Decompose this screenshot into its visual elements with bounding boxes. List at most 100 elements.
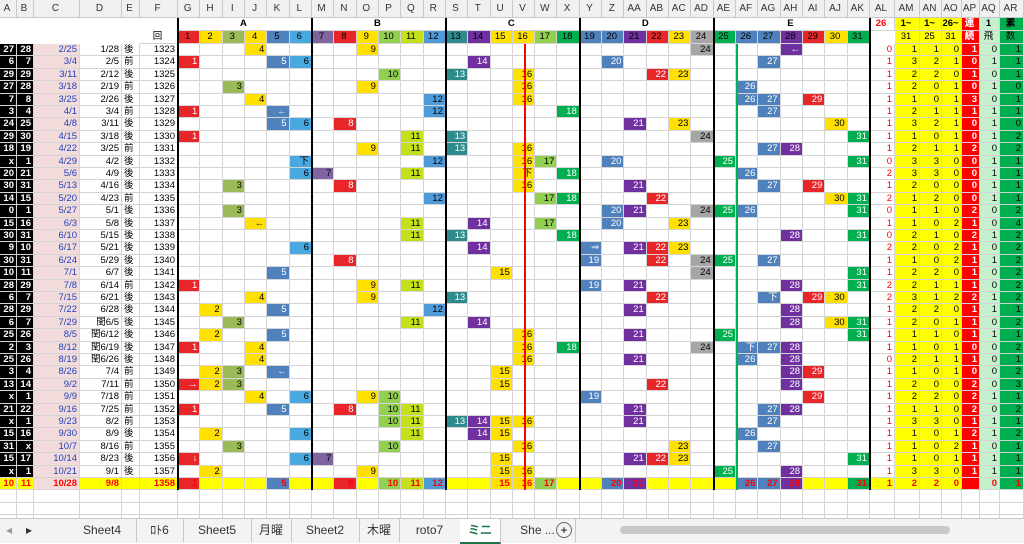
sheet-tab[interactable]: 木曜 — [359, 519, 400, 542]
sheet-grid: A B C D E F G H I J K L M N O P Q R S T U V W X Y Z AA AB AC AD AE AF AG… — [0, 0, 1024, 518]
column-header[interactable]: AE — [713, 0, 737, 18]
column-header[interactable]: Q — [401, 0, 424, 18]
sheet-tab[interactable]: Sheet4 — [68, 519, 137, 542]
column-header[interactable]: AC — [669, 0, 692, 18]
data-cell: 3 — [895, 465, 920, 478]
cell — [624, 366, 647, 379]
cell — [311, 465, 335, 478]
cell — [244, 56, 268, 69]
cell — [646, 93, 670, 106]
cell — [423, 44, 446, 57]
column-header[interactable]: D — [80, 0, 122, 18]
total-row-fill — [200, 478, 223, 491]
column-header[interactable]: F — [140, 0, 178, 18]
cell — [289, 316, 312, 330]
sheet-tab[interactable]: ﾛﾄ6 — [136, 519, 184, 542]
sheet-tab[interactable]: roto7 — [399, 519, 461, 542]
cell — [200, 68, 223, 82]
data-cell: 1 — [980, 428, 1000, 441]
sheet-tab[interactable]: ミニ — [460, 519, 501, 544]
sheet-tab[interactable]: Sheet5 — [183, 519, 252, 542]
column-header[interactable]: V — [512, 0, 536, 18]
column-header[interactable]: M — [311, 0, 335, 18]
tab-scroll-left[interactable]: ◂ — [6, 523, 13, 537]
data-cell: 0 — [962, 81, 980, 94]
column-header[interactable]: X — [557, 0, 580, 18]
cell — [244, 279, 268, 292]
cell — [847, 81, 870, 94]
column-header[interactable]: AO — [942, 0, 962, 18]
column-header[interactable]: N — [334, 0, 357, 18]
cell — [691, 440, 714, 454]
column-header[interactable]: AP — [962, 0, 980, 18]
column-header[interactable]: Y — [579, 0, 603, 18]
column-header[interactable]: AG — [758, 0, 781, 18]
cell — [691, 217, 714, 230]
column-header[interactable]: I — [222, 0, 245, 18]
data-cell: 12 — [423, 192, 446, 206]
column-header[interactable]: E — [122, 0, 140, 18]
column-header[interactable]: W — [535, 0, 558, 18]
cell — [311, 192, 335, 206]
cell — [825, 354, 848, 367]
sheet-tab[interactable]: Sheet2 — [291, 519, 360, 542]
cell — [178, 44, 201, 57]
cell — [803, 242, 826, 255]
column-header[interactable]: AM — [895, 0, 920, 18]
column-header[interactable]: R — [423, 0, 446, 18]
cell — [244, 205, 268, 218]
column-header[interactable]: P — [378, 0, 402, 18]
cell — [624, 515, 647, 518]
cell — [847, 304, 870, 317]
column-header[interactable]: S — [445, 0, 469, 18]
tab-scroll-right[interactable]: ▸ — [26, 523, 33, 537]
data-cell: 0 — [1000, 118, 1024, 131]
column-header[interactable]: Z — [602, 0, 625, 18]
data-cell: 1353 — [140, 416, 178, 429]
data-cell: 30 — [0, 180, 17, 193]
column-header[interactable]: AA — [624, 0, 647, 18]
column-header[interactable]: AJ — [825, 0, 848, 18]
column-header[interactable]: A — [0, 0, 17, 18]
cell — [646, 502, 670, 516]
data-cell: 29 — [0, 68, 17, 82]
cell — [669, 254, 692, 268]
cell — [713, 217, 737, 230]
column-header[interactable]: AB — [646, 0, 670, 18]
column-header[interactable]: AL — [870, 0, 895, 18]
column-header[interactable]: AK — [847, 0, 870, 18]
column-header[interactable]: K — [267, 0, 290, 18]
column-header[interactable]: AH — [780, 0, 804, 18]
column-header[interactable]: G — [178, 0, 201, 18]
cell — [557, 304, 580, 317]
cell — [646, 490, 670, 503]
cell — [267, 155, 290, 168]
column-header[interactable]: L — [289, 0, 312, 18]
sheet-tab[interactable]: She ... — [500, 519, 576, 542]
cell — [691, 391, 714, 404]
h-scrollbar[interactable] — [620, 526, 950, 534]
column-header[interactable]: B — [17, 0, 34, 18]
add-sheet[interactable]: + — [556, 522, 572, 538]
column-header[interactable]: C — [34, 0, 80, 18]
column-header[interactable]: AI — [803, 0, 826, 18]
cell — [423, 440, 446, 454]
column-header[interactable]: O — [356, 0, 379, 18]
data-cell: 8/12 — [34, 341, 80, 354]
column-header[interactable]: T — [468, 0, 491, 18]
sheet-tab[interactable]: 月曜 — [251, 519, 292, 542]
data-cell: 10 — [378, 478, 402, 491]
data-cell: 0 — [942, 391, 962, 404]
column-header[interactable]: J — [244, 0, 268, 18]
column-header[interactable]: AN — [920, 0, 942, 18]
column-header[interactable]: U — [490, 0, 513, 18]
column-header[interactable]: AF — [736, 0, 759, 18]
column-header[interactable]: AQ — [980, 0, 1000, 18]
cell — [535, 354, 558, 367]
data-cell: 3 — [17, 341, 34, 354]
column-header[interactable]: H — [200, 0, 223, 18]
data-cell: 1 — [942, 81, 962, 94]
column-header[interactable]: AD — [691, 0, 714, 18]
cell — [579, 81, 603, 94]
column-header[interactable]: AR — [1000, 0, 1024, 18]
